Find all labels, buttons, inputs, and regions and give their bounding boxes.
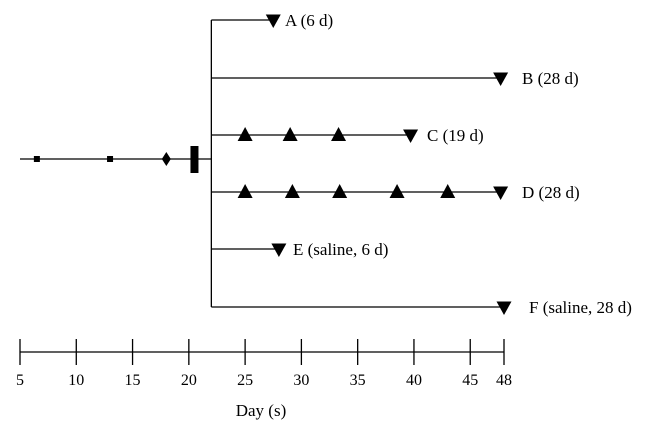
day-axis: Day (s) 5 10 15 20 25 30 35 40 45 48 (16, 339, 512, 420)
end-marker (496, 301, 512, 315)
group-label: E (saline, 6 d) (293, 240, 388, 259)
tick-label: 5 (16, 372, 24, 389)
dose-marker (282, 127, 298, 141)
group-b: B (28 d) (211, 69, 579, 88)
dose-marker (332, 184, 348, 198)
tick-label: 48 (496, 372, 512, 389)
diamond-marker (161, 152, 171, 166)
group-label: C (19 d) (427, 126, 484, 145)
group-d: D (28 d) (211, 183, 580, 202)
end-marker (265, 14, 281, 28)
tick-label: 45 (462, 372, 478, 389)
bar-marker (190, 146, 199, 173)
dose-marker (440, 184, 456, 198)
group-f: F (saline, 28 d) (211, 298, 632, 317)
axis-title: Day (s) (236, 401, 287, 420)
group-a: A (6 d) (211, 11, 333, 30)
group-e: E (saline, 6 d) (211, 240, 388, 259)
group-label: D (28 d) (522, 183, 580, 202)
tick-label: 15 (125, 372, 141, 389)
group-label: B (28 d) (522, 69, 579, 88)
tick-label: 20 (181, 372, 197, 389)
dose-marker (237, 184, 253, 198)
end-marker (271, 243, 287, 257)
pre-treatment-timeline (20, 146, 212, 173)
square-marker (107, 156, 114, 162)
dose-marker (389, 184, 405, 198)
group-label: A (6 d) (285, 11, 333, 30)
group-label: F (saline, 28 d) (529, 298, 632, 317)
end-marker (403, 129, 419, 143)
square-marker (33, 156, 40, 162)
tick-label: 40 (406, 372, 422, 389)
tick-label: 10 (68, 372, 84, 389)
treatment-groups: A (6 d) B (28 d) C (19 d) D (28 d) E (saline… (210, 11, 632, 317)
dose-marker (331, 127, 347, 141)
tick-label: 25 (237, 372, 253, 389)
dose-marker (284, 184, 300, 198)
end-marker (493, 186, 509, 200)
tick-label: 30 (293, 372, 309, 389)
end-marker (493, 72, 509, 86)
tick-label: 35 (350, 372, 366, 389)
group-c: C (19 d) (211, 126, 484, 145)
dose-marker (237, 127, 253, 141)
